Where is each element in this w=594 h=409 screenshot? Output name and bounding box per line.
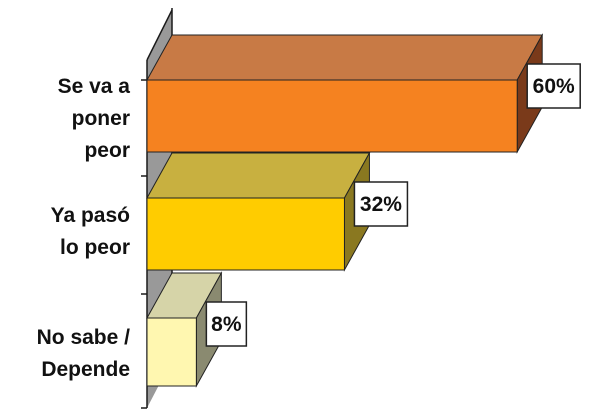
category-label-line: Ya pasó [51,204,130,227]
category-label-line: Depende [41,358,130,381]
category-label-line: No sabe / [37,326,131,349]
value-label-box [526,63,581,109]
category-label-2: Ya pasó lo peor [51,204,130,259]
category-label-line: poner [72,107,130,130]
category-label-3: No sabe / Depende [37,326,131,381]
bar-top-face [146,152,371,199]
bar-top-face [146,34,544,81]
value-label-box [205,301,248,347]
bar-1 [146,33,544,154]
category-label-1: Se va a poner peor [58,75,131,162]
bar-2 [146,151,371,272]
value-label-3: 8% [205,301,248,347]
axis-top-edge [146,9,173,61]
value-label-1: 60% [526,63,581,109]
value-label-text: 32% [360,193,402,216]
category-labels: Se va a poner peor Ya pasó lo peor No sabe / D… [37,75,131,381]
bar-front-face [146,197,345,271]
value-label-box [353,181,409,227]
bar-front-face [146,79,518,153]
category-label-line: Se va a [58,75,131,98]
category-label-line: lo peor [60,236,130,259]
value-label-text: 8% [211,313,242,336]
value-labels: 8% 32% 60% [205,63,581,347]
value-label-2: 32% [353,181,409,227]
bar-front-face [146,317,197,387]
category-label-line: peor [84,139,130,162]
value-label-text: 60% [533,75,575,98]
